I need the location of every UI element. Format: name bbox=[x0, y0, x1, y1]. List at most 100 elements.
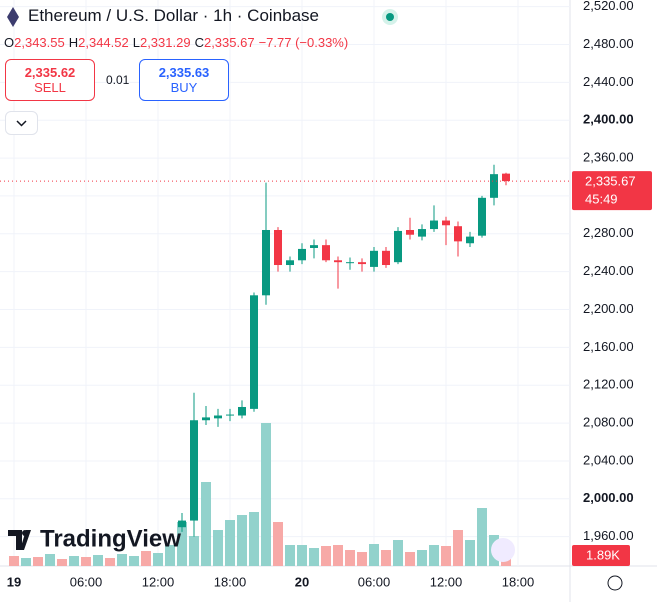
ohlc-key: C bbox=[194, 35, 204, 50]
y-tick-label: 2,440.00 bbox=[583, 74, 634, 89]
price-label-box bbox=[572, 171, 652, 211]
volume-bar bbox=[105, 558, 115, 566]
candle-body bbox=[322, 245, 330, 261]
volume-bar bbox=[369, 544, 379, 566]
y-tick-label: 2,120.00 bbox=[583, 377, 634, 392]
x-tick-label: 06:00 bbox=[358, 574, 391, 589]
y-tick-label: 2,080.00 bbox=[583, 415, 634, 430]
logo-mark bbox=[22, 530, 28, 536]
buy-button[interactable]: 2,335.63 BUY bbox=[139, 59, 229, 101]
volume-bar bbox=[417, 550, 427, 566]
eth-icon bbox=[6, 6, 20, 28]
candle-body bbox=[490, 174, 498, 198]
candle-body bbox=[394, 230, 402, 263]
volume-bar bbox=[57, 559, 67, 566]
sell-price: 2,335.62 bbox=[24, 65, 76, 80]
candle-body bbox=[298, 248, 306, 261]
volume-bar bbox=[333, 545, 343, 566]
candle-body bbox=[274, 229, 282, 266]
countdown: 45:49 bbox=[585, 192, 618, 207]
volume-bar bbox=[297, 545, 307, 566]
candle-body bbox=[406, 229, 414, 235]
change: −7.77 (−0.33%) bbox=[258, 35, 349, 50]
candles bbox=[178, 164, 510, 537]
x-tick-label: 12:00 bbox=[430, 574, 463, 589]
y-tick-label: 2,520.00 bbox=[583, 0, 634, 13]
volume-bar bbox=[21, 558, 31, 566]
volume-bar bbox=[477, 508, 487, 566]
x-tick-label: 18:00 bbox=[214, 574, 247, 589]
collapse-button[interactable] bbox=[5, 111, 38, 135]
volume-bar bbox=[381, 550, 391, 566]
ohlc-legend: O2,343.55 H2,344.52 L2,331.29 C2,335.67 −7.7… bbox=[4, 35, 348, 50]
candle-body bbox=[382, 250, 390, 266]
chevron-path bbox=[16, 120, 27, 127]
status-dot bbox=[382, 9, 398, 25]
x-tick-label: 19 bbox=[7, 574, 21, 589]
y-tick-label: 2,280.00 bbox=[583, 225, 634, 240]
candle-body bbox=[226, 414, 234, 416]
candle-body bbox=[202, 417, 210, 421]
axes: 1,960.00 2,000.00 2,040.00 2,080.00 2,120.00… bbox=[0, 0, 652, 589]
candle-body bbox=[502, 173, 510, 182]
quantity: 0.01 bbox=[106, 73, 130, 87]
ohlc-value: 2,344.52 bbox=[78, 35, 129, 50]
volume-label: 1.89K bbox=[586, 547, 620, 562]
volume-bar bbox=[345, 550, 355, 566]
ohlc-key: O bbox=[4, 35, 15, 50]
buy-label: BUY bbox=[170, 80, 198, 95]
candle-body bbox=[370, 250, 378, 267]
volume-bar bbox=[189, 536, 199, 566]
candle-body bbox=[478, 197, 486, 236]
volume-bar bbox=[285, 545, 295, 566]
x-tick-label: 20 bbox=[295, 574, 309, 589]
ohlc-value: 2,335.67 bbox=[203, 35, 255, 50]
candle-body bbox=[418, 229, 426, 237]
settings-icon[interactable] bbox=[607, 575, 623, 591]
ohlc-value: 2,343.55 bbox=[14, 35, 65, 50]
volume-bar bbox=[33, 557, 43, 566]
status-dot-inner bbox=[386, 13, 394, 21]
ohlc-key: L bbox=[132, 35, 140, 50]
volume-bar bbox=[81, 557, 91, 566]
y-tick-label: 2,360.00 bbox=[583, 150, 634, 165]
chevron bbox=[16, 120, 27, 127]
volume-bar bbox=[453, 530, 463, 566]
y-tick-label: 2,000.00 bbox=[583, 490, 634, 505]
volume-bar bbox=[309, 548, 319, 566]
candle-body bbox=[466, 236, 474, 244]
candle-body bbox=[238, 406, 246, 416]
volume-bar bbox=[249, 512, 259, 566]
y-tick-label: 2,160.00 bbox=[583, 339, 634, 354]
volume-bar bbox=[153, 553, 163, 566]
symbol-title[interactable]: Ethereum / U.S. Dollar · 1h · Coinbase bbox=[28, 6, 320, 25]
x-tick-label: 12:00 bbox=[142, 574, 175, 589]
volume-bar bbox=[201, 482, 211, 566]
eth-logo bbox=[7, 7, 19, 27]
grid bbox=[0, 0, 570, 566]
y-tick-label: 2,040.00 bbox=[583, 452, 634, 467]
sell-button[interactable]: 2,335.62 SELL bbox=[5, 59, 95, 101]
candle-body bbox=[310, 245, 318, 248]
volume-bar bbox=[465, 540, 475, 566]
y-tick-label: 2,200.00 bbox=[583, 301, 634, 316]
candle-body bbox=[250, 295, 258, 409]
ohlc-value: 2,331.29 bbox=[139, 35, 191, 50]
volume-bar bbox=[225, 520, 235, 566]
spark-icon[interactable] bbox=[491, 538, 515, 562]
logo: TradingView bbox=[8, 525, 181, 552]
candle-body bbox=[286, 260, 294, 266]
volume-bar bbox=[45, 554, 55, 566]
sell-label: SELL bbox=[34, 80, 66, 95]
candle-body bbox=[358, 262, 366, 265]
volume-bar bbox=[321, 546, 331, 566]
x-tick-label: 18:00 bbox=[502, 574, 535, 589]
y-tick-label: 2,400.00 bbox=[583, 112, 634, 127]
y-tick-label: 2,480.00 bbox=[583, 36, 634, 51]
volume-bar bbox=[261, 423, 271, 566]
volume-bar bbox=[129, 556, 139, 566]
eth-shape bbox=[7, 7, 19, 27]
candle-body bbox=[346, 262, 354, 264]
volume-bar bbox=[237, 515, 247, 566]
